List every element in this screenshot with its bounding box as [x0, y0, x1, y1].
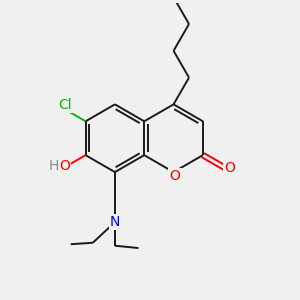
- Text: O: O: [224, 161, 235, 175]
- Text: O: O: [169, 169, 181, 183]
- Text: Cl: Cl: [58, 98, 71, 112]
- Text: O: O: [59, 159, 70, 173]
- Text: N: N: [110, 215, 120, 229]
- Text: H: H: [48, 159, 59, 173]
